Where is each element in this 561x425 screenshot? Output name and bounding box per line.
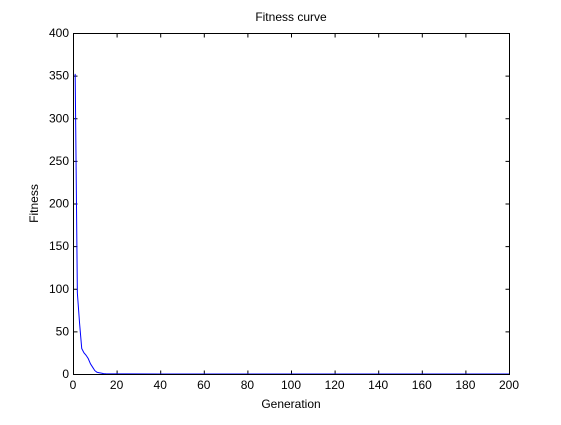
- x-tick-label: 120: [325, 378, 345, 392]
- y-tick-label: 400: [49, 26, 69, 40]
- y-tick-label: 300: [49, 111, 69, 125]
- y-tick-label: 350: [49, 69, 69, 83]
- x-tick-label: 60: [197, 378, 211, 392]
- y-axis-label: Fitness: [27, 184, 41, 223]
- x-tick-label: 140: [368, 378, 388, 392]
- x-tick-label: 160: [412, 378, 432, 392]
- y-tick-label: 100: [49, 282, 69, 296]
- x-tick-label: 80: [241, 378, 255, 392]
- x-axis-label: Generation: [261, 397, 320, 411]
- chart-title: Fitness curve: [255, 10, 327, 24]
- x-tick-label: 40: [154, 378, 168, 392]
- x-tick-label: 200: [499, 378, 519, 392]
- x-tick-label: 0: [70, 378, 77, 392]
- fitness-series-line: [74, 73, 509, 375]
- y-tick-label: 200: [49, 197, 69, 211]
- x-tick-label: 180: [455, 378, 475, 392]
- y-tick-label: 50: [56, 324, 70, 338]
- x-tick-label: 20: [110, 378, 124, 392]
- y-tick-label: 250: [49, 154, 69, 168]
- y-tick-label: 150: [49, 239, 69, 253]
- tick-layer: 0 20 40 60 80 100 120 140 160 180 200 0 50 100 150 200 2…: [49, 26, 519, 392]
- y-tick-label: 0: [62, 367, 69, 381]
- series-layer: [74, 73, 509, 375]
- x-tick-label: 100: [281, 378, 301, 392]
- axes-box: [73, 33, 510, 375]
